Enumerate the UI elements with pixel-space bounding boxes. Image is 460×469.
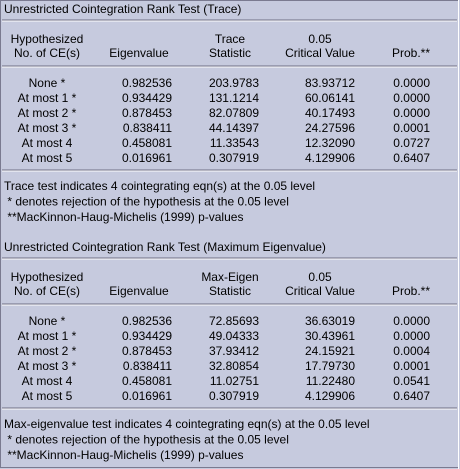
section-title: Unrestricted Cointegration Rank Test (Tr… bbox=[4, 2, 241, 16]
note: **MacKinnon-Haug-Michelis (1999) p-value… bbox=[4, 210, 243, 224]
table-cell: At most 3 * bbox=[18, 121, 77, 135]
table-cell: 0.934429 bbox=[122, 91, 172, 105]
table-cell: 4.129906 bbox=[305, 389, 355, 403]
table-cell: 0.016961 bbox=[122, 389, 172, 403]
table-cell: At most 4 bbox=[22, 374, 73, 388]
table-cell: 0.0727 bbox=[393, 136, 430, 150]
table-cell: At most 4 bbox=[22, 136, 73, 150]
table-cell: 24.15921 bbox=[305, 344, 355, 358]
table-cell: 0.0001 bbox=[393, 359, 430, 373]
table-cell: 83.93712 bbox=[305, 76, 355, 90]
table-cell: 49.04333 bbox=[209, 329, 259, 343]
table-cell: 37.93412 bbox=[209, 344, 259, 358]
note: Trace test indicates 4 cointegrating eqn… bbox=[4, 179, 315, 193]
table-cell: 0.0000 bbox=[393, 329, 430, 343]
table-cell: 0.878453 bbox=[122, 106, 172, 120]
column-header: Eigenvalue bbox=[109, 46, 169, 60]
table-cell: 0.458081 bbox=[122, 374, 172, 388]
table-cell: 0.0541 bbox=[393, 374, 430, 388]
table-cell: 0.982536 bbox=[122, 314, 172, 328]
table-cell: 0.307919 bbox=[209, 389, 259, 403]
table-cell: 0.0004 bbox=[393, 344, 430, 358]
table-cell: 32.80854 bbox=[209, 359, 259, 373]
table-cell: 40.17493 bbox=[305, 106, 355, 120]
column-header: Hypothesized bbox=[11, 270, 84, 284]
table-cell: 0.0000 bbox=[393, 314, 430, 328]
table-cell: 131.1214 bbox=[209, 91, 259, 105]
note: Max-eigenvalue test indicates 4 cointegr… bbox=[4, 417, 370, 431]
table-cell: At most 5 bbox=[22, 151, 73, 165]
column-header: No. of CE(s) bbox=[14, 284, 80, 298]
table-cell: 72.85693 bbox=[209, 314, 259, 328]
table-cell: 0.838411 bbox=[123, 359, 172, 373]
note: * denotes rejection of the hypothesis at… bbox=[4, 195, 289, 209]
column-header: 0.05 bbox=[308, 270, 332, 284]
column-header: Trace bbox=[215, 32, 246, 46]
table-cell: At most 1 * bbox=[18, 91, 77, 105]
table-cell: None * bbox=[29, 314, 66, 328]
table-cell: None * bbox=[29, 76, 66, 90]
column-header: Prob.** bbox=[392, 284, 430, 298]
column-header: 0.05 bbox=[308, 32, 332, 46]
table-cell: 0.982536 bbox=[122, 76, 172, 90]
table-cell: 24.27596 bbox=[305, 121, 355, 135]
table-cell: At most 5 bbox=[22, 389, 73, 403]
table-cell: 4.129906 bbox=[305, 151, 355, 165]
table-cell: 82.07809 bbox=[209, 106, 259, 120]
table-cell: At most 2 * bbox=[18, 344, 77, 358]
table-cell: 0.934429 bbox=[122, 329, 172, 343]
table-cell: At most 2 * bbox=[18, 106, 77, 120]
table-cell: 0.307919 bbox=[209, 151, 259, 165]
table-cell: 0.0000 bbox=[393, 76, 430, 90]
column-header: Statistic bbox=[209, 46, 251, 60]
table-cell: 60.06141 bbox=[305, 91, 355, 105]
table-cell: 11.02751 bbox=[210, 374, 259, 388]
table-cell: 0.0000 bbox=[393, 106, 430, 120]
table-cell: 0.878453 bbox=[122, 344, 172, 358]
table-cell: 0.0001 bbox=[393, 121, 430, 135]
column-header: No. of CE(s) bbox=[14, 46, 80, 60]
column-header: Prob.** bbox=[392, 46, 430, 60]
column-header: Max-Eigen bbox=[201, 270, 258, 284]
table-cell: At most 3 * bbox=[18, 359, 77, 373]
note: **MacKinnon-Haug-Michelis (1999) p-value… bbox=[4, 448, 243, 462]
table-cell: 0.6407 bbox=[393, 389, 430, 403]
table-cell: 203.9783 bbox=[209, 76, 259, 90]
table-cell: 0.016961 bbox=[122, 151, 172, 165]
note: * denotes rejection of the hypothesis at… bbox=[4, 433, 289, 447]
table-cell: 17.79730 bbox=[305, 359, 355, 373]
column-header: Statistic bbox=[209, 284, 251, 298]
table-cell: 12.32090 bbox=[305, 136, 355, 150]
table-cell: 30.43961 bbox=[305, 329, 355, 343]
column-header: Critical Value bbox=[285, 46, 355, 60]
table-cell: 11.33543 bbox=[210, 136, 259, 150]
section-title: Unrestricted Cointegration Rank Test (Ma… bbox=[4, 240, 326, 254]
table-cell: 0.838411 bbox=[123, 121, 172, 135]
table-cell: 44.14397 bbox=[209, 121, 259, 135]
table-cell: 0.458081 bbox=[122, 136, 172, 150]
table-cell: 0.0000 bbox=[393, 91, 430, 105]
table-cell: At most 1 * bbox=[18, 329, 77, 343]
table-cell: 11.22480 bbox=[306, 374, 355, 388]
column-header: Hypothesized bbox=[11, 32, 84, 46]
table-cell: 36.63019 bbox=[305, 314, 355, 328]
column-header: Critical Value bbox=[285, 284, 355, 298]
column-header: Eigenvalue bbox=[109, 284, 169, 298]
table-cell: 0.6407 bbox=[393, 151, 430, 165]
